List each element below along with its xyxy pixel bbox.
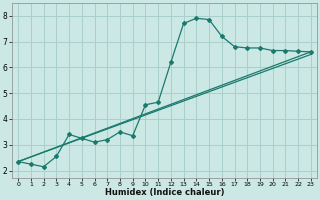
X-axis label: Humidex (Indice chaleur): Humidex (Indice chaleur) <box>105 188 224 197</box>
